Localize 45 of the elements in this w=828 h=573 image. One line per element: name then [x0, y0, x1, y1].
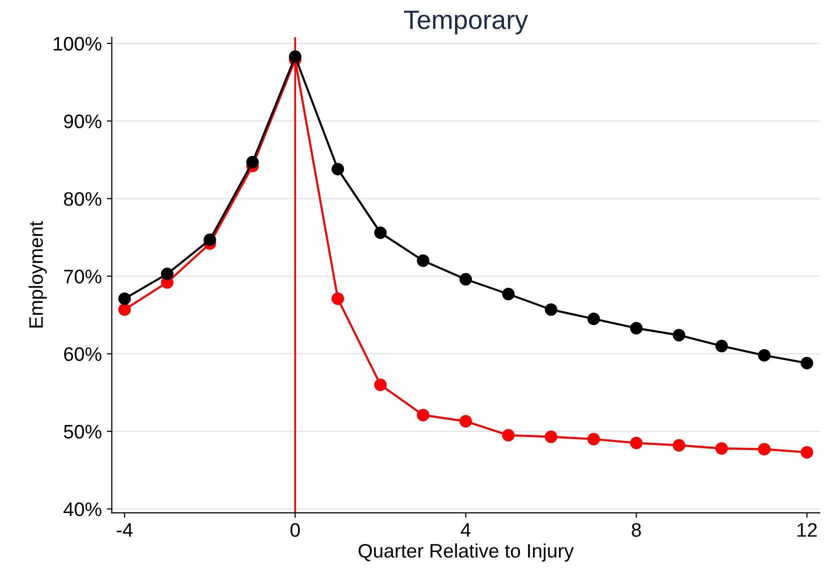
point [288, 50, 302, 63]
y-tick-label: 90% [64, 114, 102, 128]
point [544, 303, 558, 316]
point [332, 162, 344, 176]
point [800, 446, 814, 459]
point [715, 442, 728, 455]
point [715, 340, 728, 352]
point [587, 312, 600, 326]
point [246, 156, 259, 168]
x-tick-label: 12 [798, 523, 817, 537]
point [630, 436, 643, 450]
point [374, 378, 387, 392]
y-tick-label: 40% [64, 502, 102, 516]
point [160, 268, 174, 280]
point [800, 356, 814, 370]
x-tick-label: 8 [632, 523, 641, 537]
point [630, 322, 643, 334]
y-axis-title: Employment [28, 221, 47, 328]
point [204, 233, 216, 246]
y-tick-label: 100% [54, 36, 102, 51]
point [672, 328, 686, 342]
point [758, 349, 771, 362]
point [416, 408, 430, 422]
x-axis-title: Quarter Relative to Injury [358, 543, 574, 562]
x-tick-label: 0 [290, 523, 300, 537]
point [332, 292, 344, 305]
y-tick-label: 70% [64, 270, 102, 284]
point [374, 226, 387, 240]
chart-title: Temporary [404, 10, 528, 34]
point [460, 273, 472, 286]
x-tick-label: 4 [460, 523, 471, 537]
point [758, 442, 771, 456]
point [544, 430, 558, 444]
point [416, 254, 430, 267]
y-tick-label: 60% [64, 347, 102, 362]
point [460, 415, 472, 428]
point [502, 288, 515, 300]
point [118, 303, 131, 316]
y-tick-label: 80% [64, 192, 102, 206]
x-tick-label: -4 [116, 523, 133, 537]
y-tick-label: 50% [64, 424, 102, 439]
point [118, 292, 131, 305]
point [672, 439, 686, 452]
point [587, 432, 600, 446]
point [502, 429, 515, 442]
